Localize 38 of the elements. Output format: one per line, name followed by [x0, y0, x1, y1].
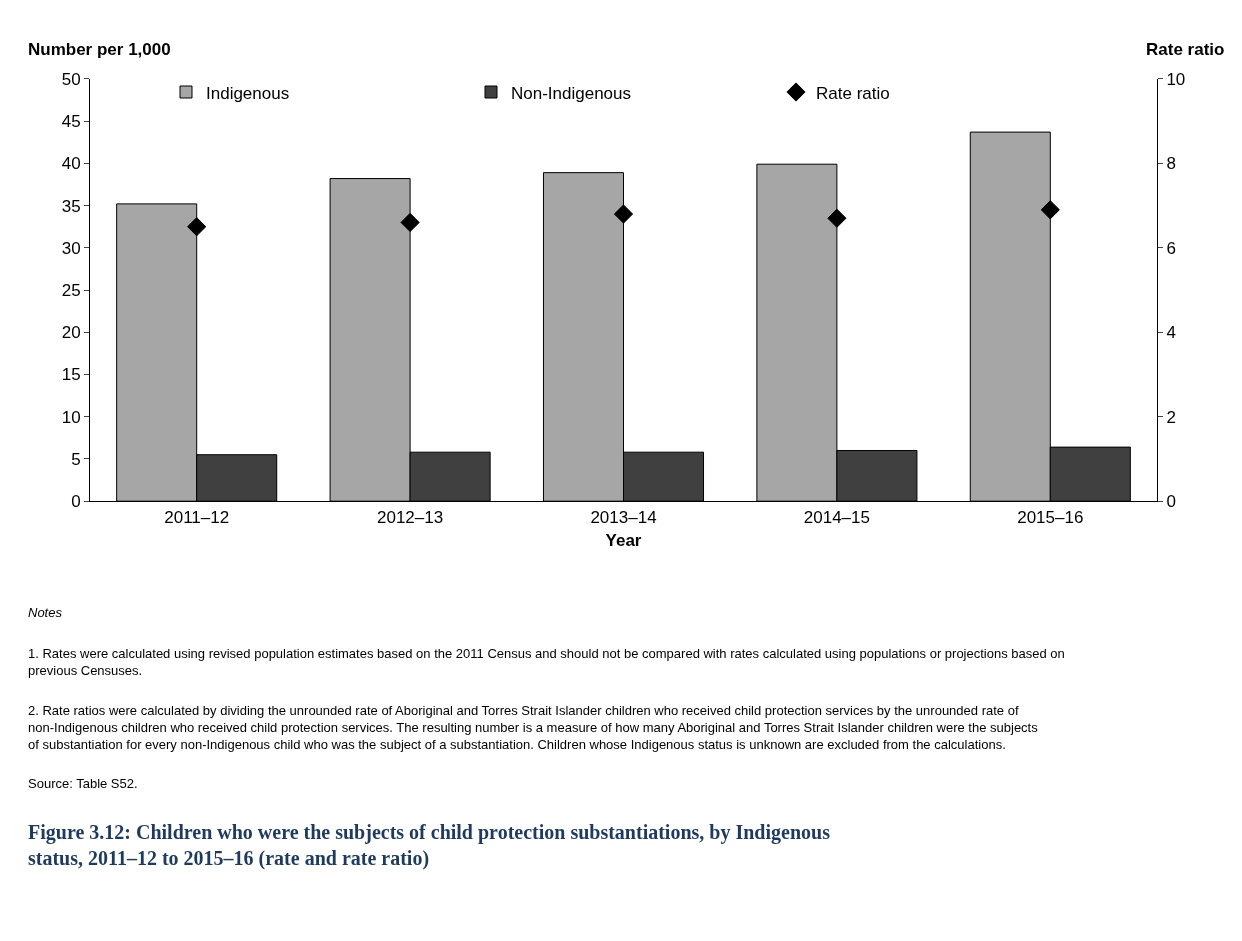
y-tick-label: 45 [61, 112, 81, 132]
y-axis-title: Number per 1,000 [28, 40, 171, 59]
y2-tick-label: 4 [1166, 323, 1176, 343]
legend-label: Non-Indigenous [511, 83, 632, 103]
y2-tick-label: 8 [1166, 154, 1176, 174]
legend-label: Rate ratio [816, 83, 890, 103]
y2-tick-label: 10 [1166, 69, 1186, 89]
y2-tick-label: 6 [1166, 238, 1176, 258]
x-tick-label: 2014–15 [803, 507, 870, 527]
y-tick-label: 10 [61, 407, 81, 427]
point [1040, 200, 1060, 220]
point [613, 204, 634, 224]
x-tick-label: 2012–13 [377, 507, 444, 527]
y2-axis-title: Rate ratio [1146, 40, 1225, 59]
y-tick-label: 5 [71, 449, 81, 469]
y2-tick-label: 2 [1166, 407, 1176, 427]
y-tick-label: 15 [61, 365, 81, 385]
x-tick-label: 2011–12 [164, 507, 230, 527]
y-tick-label: 40 [61, 154, 81, 174]
point [187, 217, 207, 237]
point [827, 208, 847, 228]
y-tick-label: 20 [61, 323, 81, 343]
y-tick-label: 30 [61, 238, 81, 258]
point [400, 212, 420, 233]
y-tick-label: 50 [61, 69, 81, 89]
source-note: Source: Table S52. [28, 776, 138, 791]
y-tick-label: 0 [71, 492, 81, 512]
y-tick-label: 35 [61, 196, 81, 216]
text: Figure 3.12: Children who were the subjects of child protection substantiations, by Indigenous status, 2011–12 to 2015–16 (rate and rate ratio) [28, 821, 831, 870]
text: 1. Rates were calculated using revised population estimates based on the 2011 Census and should not be compared with rates calculated using populations or projections based on previous Censuses. [28, 646, 1065, 678]
text: 2. Rate ratios were calculated by dividing the unrounded rate of Aboriginal and Torres Strait Islander children who received child protection services by the unrounded rate of non-Indigenous children who received child protection services. The resulting number is a measure of how many Aboriginal and Torres Strait Islander children were the subjects of substantiation for every non-Indigenous child who was the subject of a substantiation. Children whose Indigenous status is unknown are excluded from the calculations. [28, 703, 1039, 752]
text: Notes [28, 605, 63, 620]
y2-tick-label: 0 [1166, 492, 1176, 512]
x-axis-title: Year [605, 530, 642, 550]
x-tick-label: 2015–16 [1017, 507, 1084, 527]
y-tick-label: 25 [61, 280, 81, 300]
legend-label: Indigenous [206, 83, 290, 103]
x-tick-label: 2013–14 [590, 507, 657, 527]
